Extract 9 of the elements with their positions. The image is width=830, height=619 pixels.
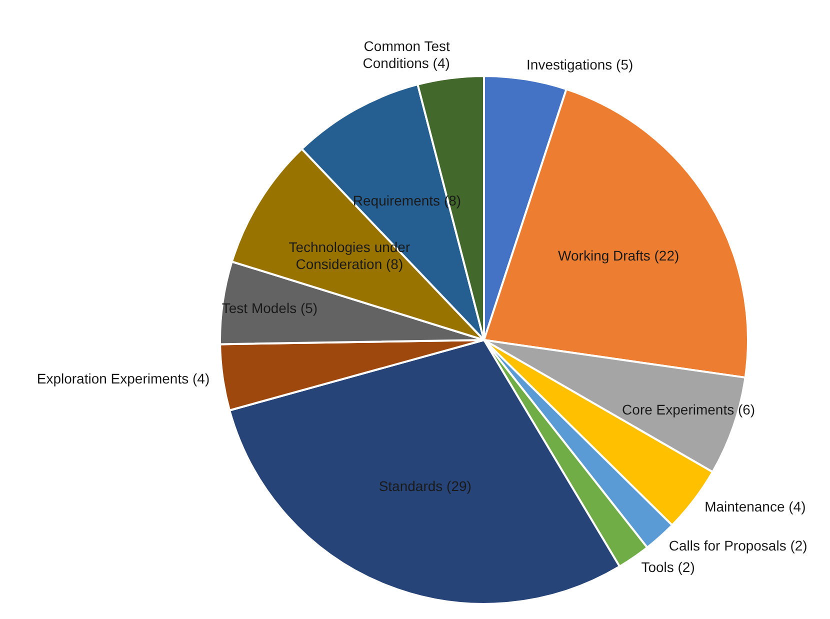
slice-label: Tools (2) bbox=[641, 559, 695, 576]
slice-label: Maintenance (4) bbox=[704, 498, 806, 515]
slice-label: Investigations (5) bbox=[526, 56, 634, 72]
slice-label: Working Drafts (22) bbox=[558, 247, 680, 264]
slice-label: Common Test Conditions (4) bbox=[362, 38, 450, 72]
slice-label: Core Experiments (6) bbox=[622, 402, 756, 418]
slice-label: Exploration Experiments (4) bbox=[36, 370, 210, 386]
slice-label: Calls for Proposals (2) bbox=[668, 537, 808, 554]
slice-label: Standards (29) bbox=[378, 478, 472, 494]
